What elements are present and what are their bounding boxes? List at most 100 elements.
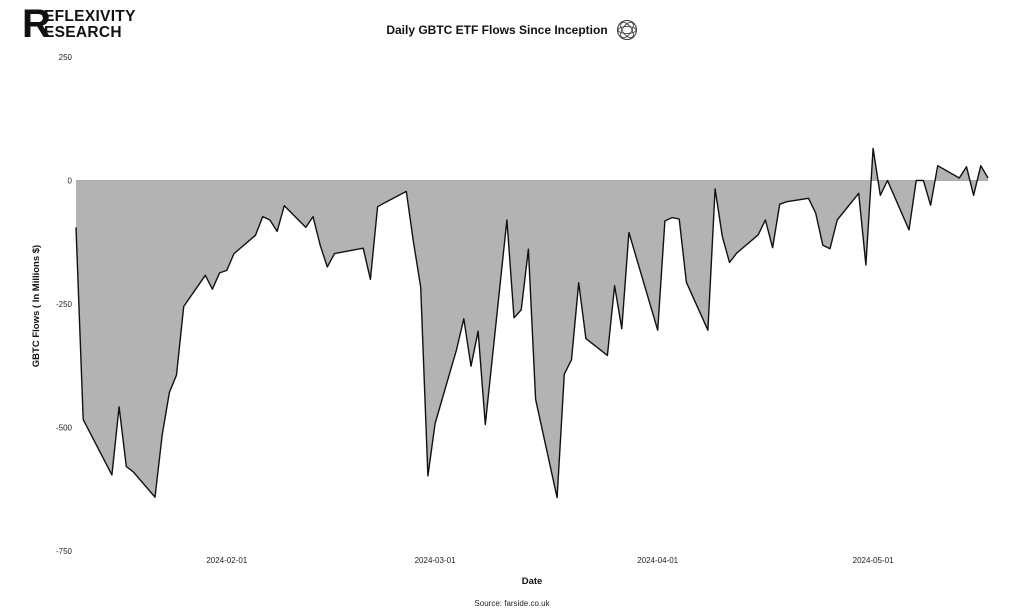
x-tick-label: 2024-03-01 [415,556,456,565]
flow-data-point [879,194,882,197]
flow-data-point [153,496,156,499]
flow-data-point [706,329,709,332]
flow-data-point [412,241,415,244]
flow-data-point [333,252,336,255]
flow-data-point [204,274,207,277]
y-tick-label: -500 [56,424,73,433]
flow-data-point [383,201,386,204]
flow-data-point [714,187,717,190]
y-axis-label: GBTC Flows ( In Millions $) [31,245,42,367]
flow-data-point [814,212,817,215]
flow-data-point [958,176,961,179]
flow-data-point [613,284,616,287]
y-tick-label: -750 [56,547,73,556]
x-tick-label: 2024-05-01 [853,556,894,565]
flow-data-point [283,204,286,207]
flow-data-point [405,190,408,193]
flow-data-point [685,281,688,284]
flow-data-point [505,218,508,221]
flow-data-point [534,398,537,401]
flow-data-point [929,204,932,207]
flow-data-point [563,373,566,376]
flow-data-point [936,164,939,167]
x-tick-label: 2024-02-01 [206,556,247,565]
y-tick-label: 0 [68,177,73,186]
flow-data-point [606,354,609,357]
flow-data-point [527,248,530,251]
flow-data-point [434,422,437,425]
flow-data-point [376,205,379,208]
flow-data-point [477,330,480,333]
flow-data-point [678,217,681,220]
flow-data-point [857,192,860,195]
flow-data-point [965,165,968,168]
chart-title-row: Daily GBTC ETF Flows Since Inception [0,19,1024,41]
flow-data-point [570,358,573,361]
flow-data-point [182,305,185,308]
flow-data-point [979,164,982,167]
flow-data-point [584,337,587,340]
flow-data-point [161,433,164,436]
flow-data-point [211,288,214,291]
flow-data-point [886,179,889,182]
flow-data-point [520,308,523,311]
logo-line-2: ESEARCH [44,24,122,41]
flow-data-point [771,246,774,249]
flow-data-point [118,405,121,408]
flow-data-point [110,473,113,476]
logo-line-1: EFLEXIVITY [44,8,136,25]
flow-data-point [218,271,221,274]
flow-data-point [261,215,264,218]
flow-data-point [907,228,910,231]
flow-data-point [462,317,465,320]
flow-data-point [268,218,271,221]
flow-data-point [764,218,767,221]
flow-data-point [721,235,724,238]
flow-data-point [620,327,623,330]
flow-data-point [512,316,515,319]
flow-data-point [419,286,422,289]
flow-data-point [362,247,365,250]
flow-data-point [778,203,781,206]
y-tick-label: 250 [59,53,73,62]
logo-letter: R [22,2,51,46]
x-axis-label: Date [522,576,543,587]
y-tick-label: -250 [56,300,73,309]
flow-data-point [656,329,659,332]
flow-data-point [132,470,135,473]
flow-data-point [986,176,989,179]
flow-data-point [577,281,580,284]
flow-data-point [304,226,307,229]
flow-data-point [469,365,472,368]
flow-data-point [670,216,673,219]
flow-data-point [735,252,738,255]
flow-data-point [168,391,171,394]
flow-data-point [319,244,322,247]
flow-data-point [326,265,329,268]
flow-data-point [627,231,630,234]
flow-data-point [922,179,925,182]
flow-data-point [125,465,128,468]
flow-data-point [821,244,824,247]
flow-data-point [175,374,178,377]
brand-logo: R EFLEXIVITY ESEARCH [22,4,162,44]
flow-data-point [915,179,918,182]
flow-data-point [757,233,760,236]
flow-data-point [785,200,788,203]
flow-data-point [369,278,372,281]
flow-data-point [972,194,975,197]
flow-data-point [872,147,875,150]
globe-knot-icon [616,20,637,40]
flow-data-point [807,197,810,200]
flow-data-point [556,496,559,499]
flow-data-point [82,418,85,421]
flow-data-point [276,230,279,233]
flow-data-point [74,226,77,229]
source-note: Source: farside.co.uk [474,599,550,608]
flow-data-point [663,219,666,222]
x-tick-label: 2024-04-01 [637,556,678,565]
flow-data-point [728,261,731,264]
flow-data-point [254,234,257,237]
flow-data-point [455,348,458,351]
